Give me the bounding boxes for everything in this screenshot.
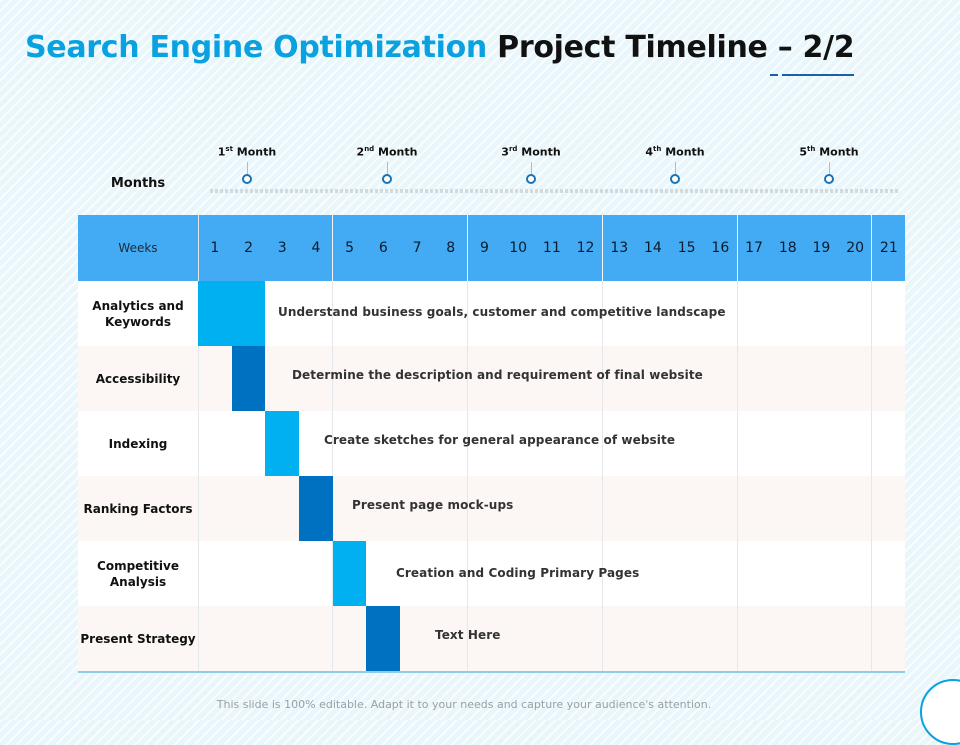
week-number: 1: [210, 240, 220, 256]
month-marker: 1st Month: [197, 145, 297, 184]
table-row: Ranking Factors: [78, 476, 905, 541]
title-underline: [782, 74, 854, 76]
column-divider: [467, 215, 468, 672]
week-number: 3: [277, 240, 287, 256]
month-marker: 3rd Month: [481, 145, 581, 184]
header-divider: [332, 215, 333, 281]
week-number: 5: [345, 240, 355, 256]
title-rest: Project Timeline – 2/2: [497, 30, 855, 65]
month-stem: [246, 161, 248, 174]
week-number: 21: [879, 240, 898, 256]
week-number: 11: [542, 240, 561, 256]
task-bar: [366, 606, 400, 671]
month-label: 4th Month: [645, 145, 705, 159]
months-label: Months: [110, 176, 166, 191]
week-number: 8: [446, 240, 456, 256]
month-label: 3rd Month: [501, 145, 561, 159]
table-row: Present Strategy: [78, 606, 905, 671]
week-number: 14: [644, 240, 662, 256]
task-description: Present page mock-ups: [352, 498, 514, 512]
title-highlight: Search Engine Optimization: [25, 30, 487, 65]
week-number: 13: [610, 240, 629, 256]
table-row: Indexing: [78, 411, 905, 476]
row-label: Analytics and Keywords: [92, 298, 184, 329]
week-number: 7: [412, 240, 422, 256]
corner-circle-decoration: [920, 679, 960, 745]
page-title: Search Engine Optimization Project Timel…: [25, 30, 855, 65]
weeks-header: [78, 215, 905, 281]
month-track: [210, 189, 900, 193]
month-dot: [526, 173, 536, 184]
week-number: 10: [509, 240, 528, 256]
weeks-label: Weeks: [118, 241, 158, 255]
week-number: 6: [378, 240, 388, 256]
week-number: 2: [244, 240, 253, 256]
row-label: Ranking Factors: [83, 501, 193, 516]
month-stem: [386, 161, 388, 174]
task-description: Text Here: [435, 628, 501, 642]
header-divider: [737, 215, 738, 281]
row-label: Competitive Analysis: [97, 558, 179, 589]
row-label: Indexing: [108, 436, 168, 451]
task-bar: [232, 346, 265, 411]
footer-note: This slide is 100% editable. Adapt it to…: [216, 698, 712, 711]
month-label: 1st Month: [217, 145, 277, 159]
week-number: 18: [778, 240, 797, 256]
column-divider: [737, 215, 738, 672]
month-dot: [382, 173, 392, 184]
month-marker: 5th Month: [779, 145, 879, 184]
month-stem: [674, 161, 676, 174]
header-divider: [467, 215, 468, 281]
table-row: Competitive Analysis: [78, 541, 905, 606]
task-bar: [198, 281, 265, 346]
row-label: Present Strategy: [80, 631, 196, 646]
month-stem: [530, 161, 532, 174]
month-dot: [824, 173, 834, 184]
table-bottom-border: [78, 671, 905, 673]
column-divider: [332, 215, 333, 672]
title-underline-dash: [770, 74, 778, 76]
week-number: 19: [812, 240, 831, 256]
table-row: Analytics and Keywords: [78, 281, 905, 346]
week-number: 12: [576, 240, 595, 256]
month-dot: [670, 173, 680, 184]
week-number: 17: [745, 240, 763, 256]
month-dot: [242, 173, 252, 184]
task-description: Understand business goals, customer and …: [278, 305, 726, 319]
task-bar: [299, 476, 333, 541]
column-divider: [871, 215, 872, 672]
timeline-table: Weeks 1 2 3 4 5 6 7 8 9 10 11 12 13 14 1…: [78, 215, 905, 673]
week-number: 9: [479, 240, 489, 256]
task-description: Creation and Coding Primary Pages: [396, 566, 640, 580]
task-description: Create sketches for general appearance o…: [324, 433, 676, 447]
month-marker: 4th Month: [625, 145, 725, 184]
row-label: Accessibility: [95, 371, 181, 386]
task-bar: [265, 411, 299, 476]
month-marker: 2nd Month: [337, 145, 437, 184]
month-stem: [828, 161, 830, 174]
week-number: 15: [677, 240, 696, 256]
task-bar: [333, 541, 366, 606]
week-number: 4: [311, 240, 321, 256]
table-row: Accessibility: [78, 346, 905, 411]
task-description: Determine the description and requiremen…: [292, 368, 703, 382]
header-divider: [602, 215, 603, 281]
column-divider: [198, 215, 199, 672]
header-divider: [871, 215, 872, 281]
month-label: 5th Month: [799, 145, 859, 159]
month-label: 2nd Month: [356, 145, 418, 159]
week-number: 16: [711, 240, 730, 256]
week-number: 20: [846, 240, 865, 256]
column-divider: [602, 215, 603, 672]
